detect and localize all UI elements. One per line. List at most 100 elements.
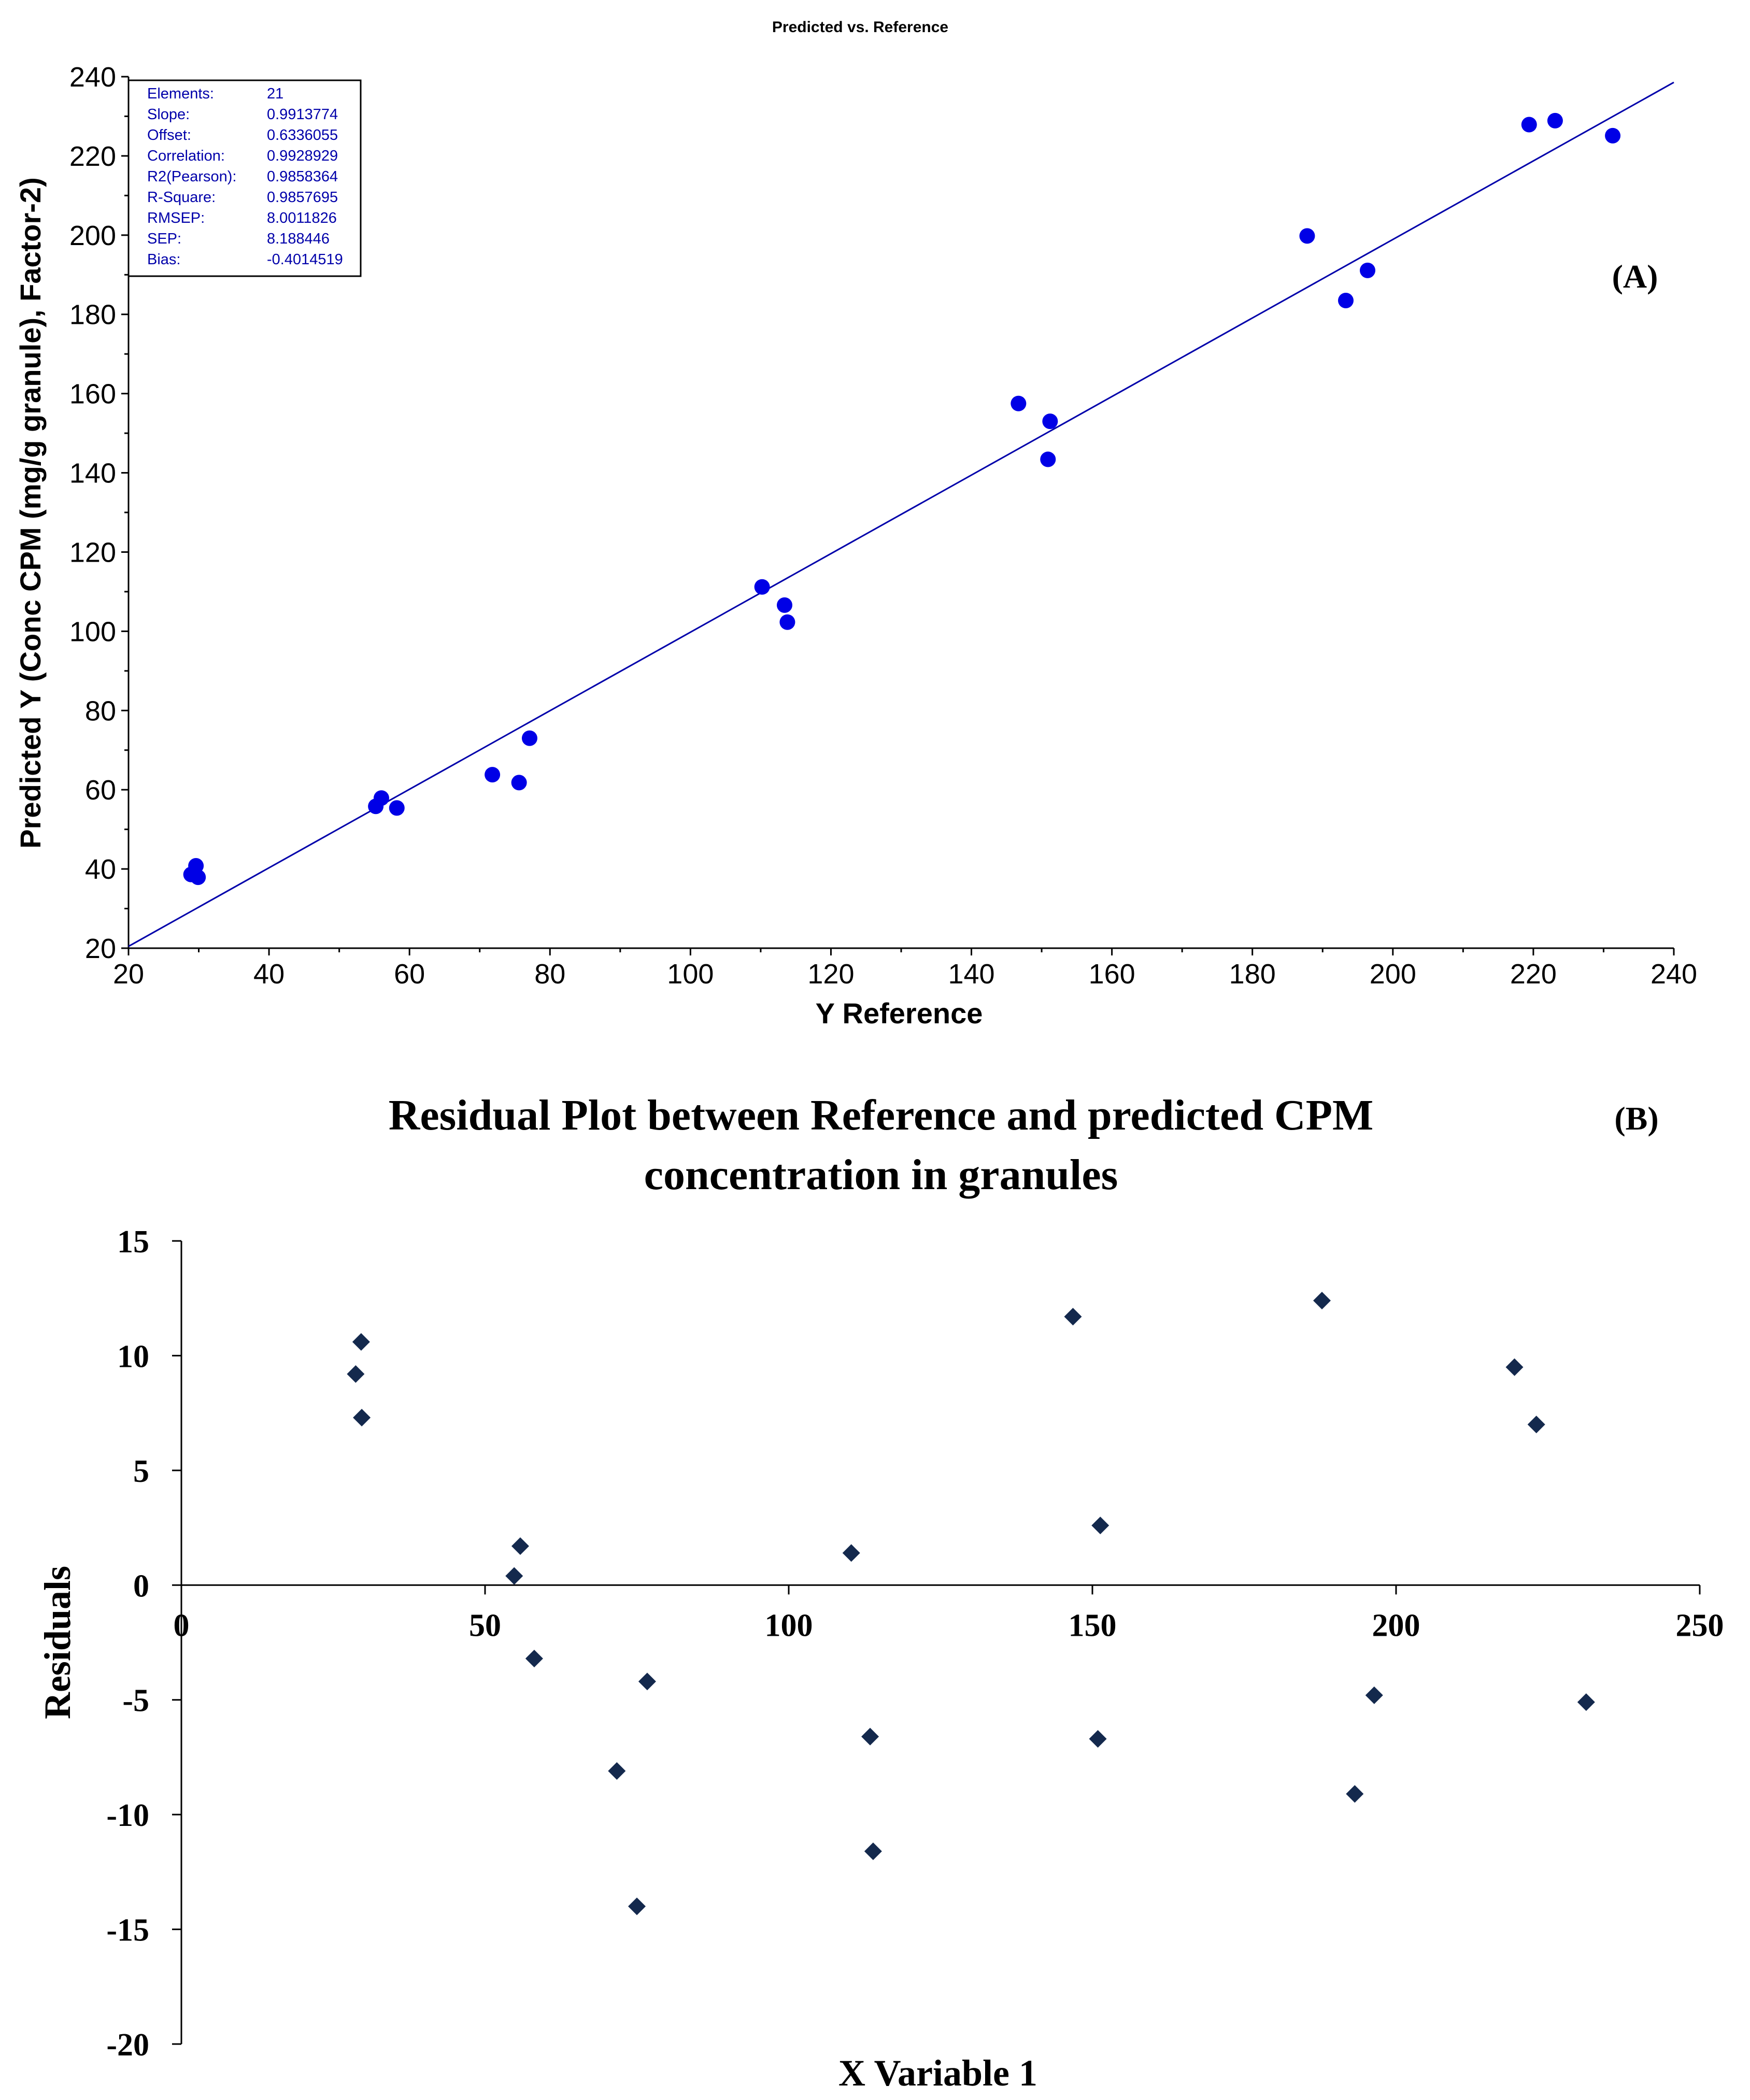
panel-b-axes: [172, 1240, 1701, 2045]
panel-b-x-tick-label: 150: [1069, 1608, 1117, 1643]
residual-point: [511, 1537, 529, 1555]
stat-label: SEP:: [147, 231, 181, 247]
panel-a-y-tick-label: 80: [85, 695, 116, 726]
stat-value: 8.188446: [267, 231, 330, 247]
stats-entries: Elements: 21 Slope: 0.9913774 Offset: 0.63360…: [147, 85, 343, 268]
data-point: [389, 800, 405, 816]
data-point: [1338, 292, 1354, 308]
panel-a-x-tick-label: 240: [1651, 959, 1697, 990]
data-point: [1547, 112, 1563, 128]
panel-b-ylabel: Residuals: [37, 1566, 78, 1719]
data-point: [511, 775, 527, 791]
panel-a-y-tick-label: 140: [69, 458, 116, 489]
panel-b-title-line-2: concentration in granules: [644, 1151, 1118, 1199]
panel-a-y-tick-label: 240: [69, 62, 116, 93]
panel-b-y-tick-label: 0: [133, 1568, 149, 1604]
stat-label: R2(Pearson):: [147, 168, 236, 185]
data-point: [1605, 127, 1621, 144]
panel-a-x-tick-label: 120: [807, 959, 854, 990]
stat-label: Correlation:: [147, 148, 225, 164]
panel-b-residual-plot: Residual Plot between Reference and pred…: [37, 1091, 1724, 2094]
panel-a-title: Predicted vs. Reference: [772, 19, 948, 36]
data-point: [1040, 451, 1056, 467]
stat-value: 8.0011826: [267, 210, 337, 226]
panel-b-x-tick-label: 0: [174, 1608, 190, 1643]
panel-a-x-tick-label: 140: [948, 959, 994, 990]
panel-a-y-tick-label: 200: [69, 220, 116, 251]
panel-b-title-line-1: Residual Plot between Reference and pred…: [389, 1091, 1374, 1139]
stat-label: Slope:: [147, 106, 190, 123]
residual-point: [864, 1842, 882, 1860]
panel-b-x-tick-label: 50: [469, 1608, 501, 1643]
panel-a-y-tick-label: 60: [85, 775, 116, 806]
residual-point: [1064, 1308, 1082, 1326]
panel-b-xlabel: X Variable 1: [838, 2052, 1037, 2094]
data-point: [754, 579, 770, 595]
panel-a-y-tick-label: 220: [69, 141, 116, 172]
residual-point: [1527, 1416, 1545, 1434]
panel-a-y-tick-label: 40: [85, 854, 116, 885]
data-point: [1299, 228, 1315, 244]
stat-label: RMSEP:: [147, 210, 205, 226]
panel-a-x-tick-label: 180: [1229, 959, 1276, 990]
panel-a-y-tick-label: 180: [69, 299, 116, 331]
panel-a-tick-labels: 20 40 60 80 100 120 140 160 180 200 220 240 20 40 60 80…: [69, 62, 1697, 990]
residual-point: [525, 1650, 543, 1667]
panel-a-x-tick-label: 40: [253, 959, 284, 990]
panel-a-xlabel: Y Reference: [816, 997, 983, 1030]
panel-b-x-tick-label: 250: [1676, 1608, 1724, 1643]
residual-point: [1089, 1730, 1107, 1748]
panel-a-x-tick-label: 80: [534, 959, 565, 990]
panel-b-y-tick-label: -5: [122, 1683, 149, 1719]
panel-a-y-tick-label: 160: [69, 379, 116, 410]
panel-b-y-tick-label: -20: [106, 2027, 149, 2063]
panel-a-points: [183, 112, 1621, 885]
residual-point: [1577, 1693, 1595, 1711]
panel-b-y-tick-label: 15: [117, 1224, 149, 1260]
residual-point: [842, 1544, 860, 1562]
residual-point: [1313, 1292, 1331, 1310]
panel-a-y-tick-label: 120: [69, 537, 116, 568]
residual-point: [861, 1727, 879, 1746]
data-point: [1042, 413, 1058, 430]
data-point: [485, 767, 501, 783]
residual-point: [1365, 1686, 1383, 1704]
residual-point: [638, 1673, 656, 1691]
panel-b-y-tick-label: -10: [106, 1798, 149, 1833]
data-point: [776, 597, 792, 613]
data-point: [521, 730, 537, 746]
panel-b-y-tick-label: 10: [117, 1339, 149, 1374]
stat-value: -0.4014519: [267, 251, 343, 268]
stat-value: 21: [267, 85, 283, 102]
stats-box-frame: [127, 79, 362, 277]
data-point: [1360, 262, 1376, 278]
residual-point: [1091, 1517, 1109, 1535]
residual-point: [1346, 1785, 1364, 1803]
stat-label: R-Square:: [147, 189, 216, 206]
stat-label: Elements:: [147, 85, 214, 102]
residual-point: [1505, 1358, 1524, 1376]
panel-a-ylabel: Predicted Y (Conc CPM (mg/g granule), Fa…: [14, 177, 47, 848]
stat-value: 0.6336055: [267, 127, 338, 144]
residual-point: [505, 1567, 523, 1585]
panel-a-label: (A): [1612, 258, 1658, 295]
panel-b-x-tick-label: 200: [1372, 1608, 1420, 1643]
residual-point: [352, 1333, 370, 1351]
panel-a-y-tick-label: 100: [69, 616, 116, 647]
panel-a-x-tick-label: 100: [667, 959, 714, 990]
stats-box: Elements: 21 Slope: 0.9913774 Offset: 0.63360…: [127, 79, 362, 277]
residual-point: [608, 1762, 626, 1780]
panel-a-x-tick-label: 20: [113, 959, 144, 990]
data-point: [1521, 117, 1537, 133]
panel-a-predicted-vs-reference: Predicted vs. Reference (A) 20 40 60 80 100 1…: [14, 19, 1697, 1030]
stat-label: Offset:: [147, 127, 191, 144]
panel-b-x-tick-label: 100: [765, 1608, 813, 1643]
residual-point: [347, 1365, 365, 1383]
panel-b-label: (B): [1614, 1100, 1658, 1137]
panel-a-x-tick-label: 200: [1370, 959, 1416, 990]
panel-a-x-tick-label: 160: [1089, 959, 1135, 990]
stat-value: 0.9858364: [267, 168, 338, 185]
data-point: [373, 790, 389, 806]
panel-b-points: [347, 1292, 1595, 1916]
